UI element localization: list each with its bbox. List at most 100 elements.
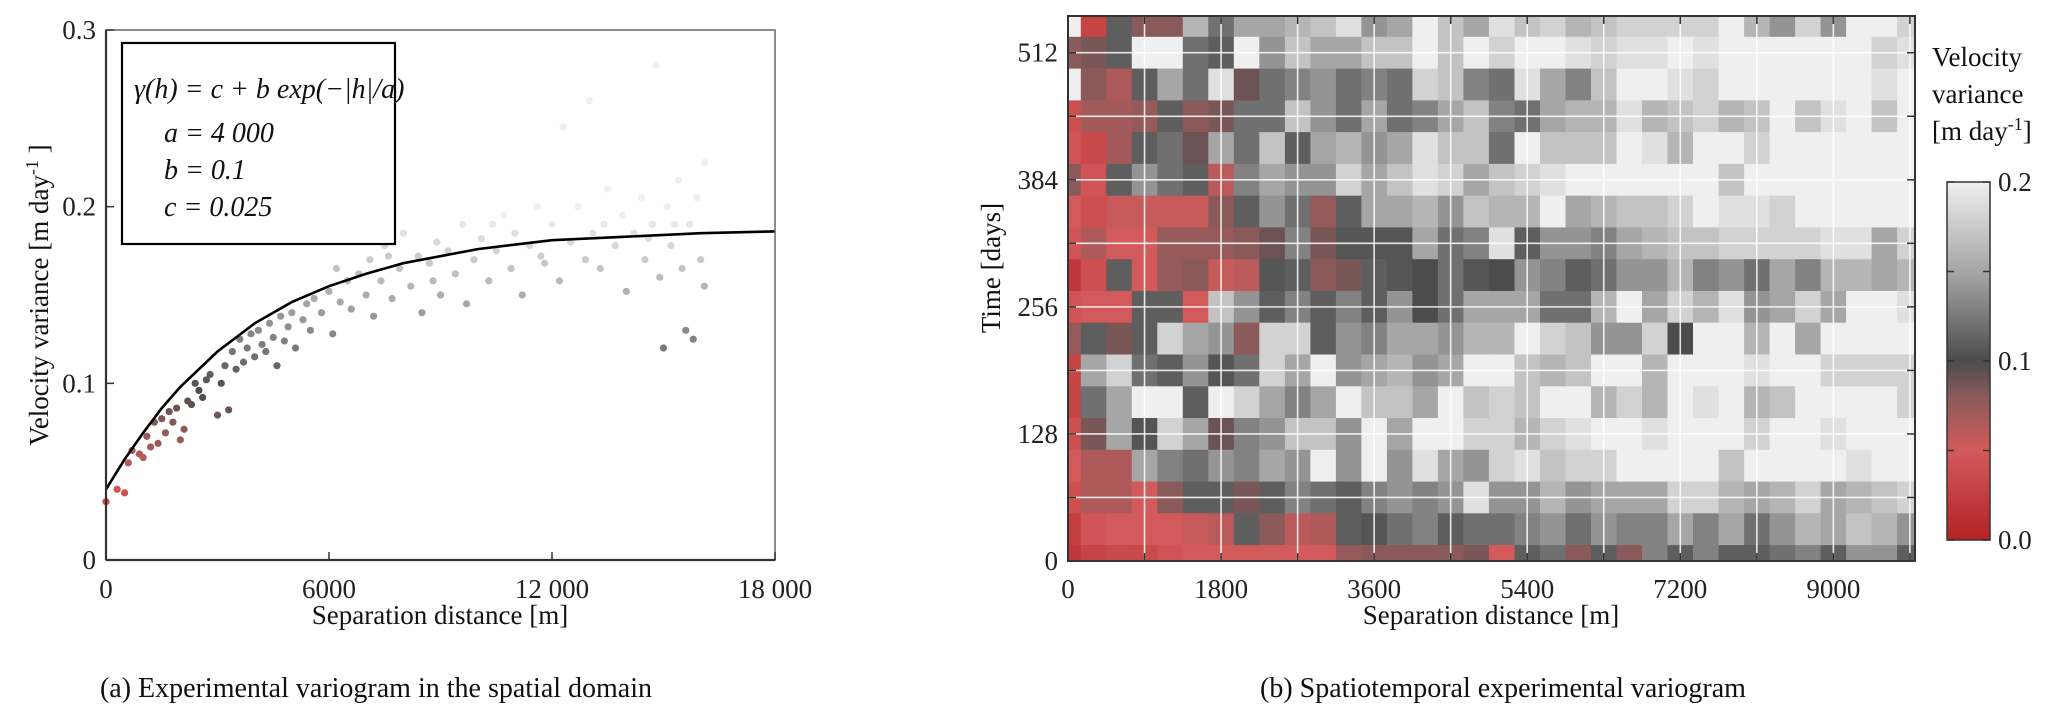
- heatmap-cell: [1769, 68, 1796, 101]
- heatmap-cell: [1412, 386, 1439, 419]
- scatter-point: [165, 408, 173, 416]
- heatmap-cell: [1259, 68, 1286, 101]
- scatter-point: [555, 277, 564, 285]
- scatter-point: [217, 379, 225, 387]
- scatter-point: [265, 319, 274, 327]
- heatmap-cell: [1106, 132, 1133, 165]
- scatter-point: [221, 362, 229, 370]
- heatmap-cell: [1106, 195, 1133, 229]
- x-tick-label: 0: [1061, 574, 1075, 604]
- heatmap-cell: [1386, 195, 1413, 229]
- heatmap-cell: [1182, 16, 1209, 38]
- scatter-point: [202, 376, 210, 384]
- heatmap-cell: [1463, 545, 1490, 561]
- heatmap-cell: [1871, 513, 1898, 546]
- y-tick-label: 0: [1045, 546, 1059, 576]
- heatmap-cell: [1846, 16, 1873, 38]
- scatter-point: [191, 379, 199, 387]
- heatmap-cell: [1080, 68, 1107, 101]
- heatmap-cell: [1335, 259, 1362, 292]
- scatter-point: [388, 294, 396, 303]
- scatter-point: [347, 305, 355, 313]
- heatmap-cell: [1565, 545, 1592, 561]
- heatmap-cell: [1642, 449, 1669, 483]
- heatmap-cell: [1642, 16, 1669, 38]
- scatter-point: [273, 362, 281, 370]
- axis-ticks-b: 0 1800 3600 5400 7200 9000 0 128 256 384 512: [1018, 16, 1915, 604]
- heatmap-cell: [1769, 449, 1796, 483]
- scatter-point: [310, 294, 318, 303]
- scatter-point: [600, 220, 608, 228]
- x-tick-label: 6000: [302, 574, 356, 604]
- heatmap-cell: [1233, 68, 1260, 101]
- scatter-point: [700, 158, 708, 167]
- heatmap-cell: [1233, 132, 1260, 165]
- scatter-point: [180, 425, 188, 433]
- scatter-point: [280, 337, 288, 345]
- heatmap-cell: [1488, 259, 1515, 292]
- heatmap-cell: [1335, 386, 1362, 419]
- heatmap-cell: [1106, 322, 1133, 356]
- heatmap-cell: [1068, 449, 1082, 483]
- scatter-point: [671, 220, 679, 228]
- colorbar-tick-label: 0.2: [1998, 167, 2032, 197]
- scatter-point: [147, 443, 155, 451]
- heatmap-cell: [1871, 132, 1898, 165]
- heatmap-cell: [1616, 16, 1643, 38]
- heatmap-cell: [1871, 386, 1898, 419]
- heatmap-cell: [1488, 545, 1515, 561]
- heatmap-cell: [1871, 195, 1898, 229]
- scatter-point: [429, 277, 437, 285]
- heatmap-cell: [1259, 513, 1286, 546]
- scatter-point: [303, 300, 311, 308]
- heatmap-cell: [1182, 68, 1209, 101]
- scatter-point: [139, 453, 147, 462]
- scatter-point: [611, 241, 619, 250]
- heatmap-cell: [1157, 513, 1184, 546]
- heatmap-cell: [1488, 16, 1515, 38]
- heatmap-cell: [1182, 449, 1209, 483]
- scatter-point: [336, 298, 344, 306]
- colorbar-tick-label: 0.0: [1998, 525, 2032, 555]
- scatter-point: [329, 330, 337, 338]
- heatmap-cell: [1412, 545, 1439, 561]
- heatmap-cell: [1718, 195, 1745, 229]
- heatmap-cell: [1693, 386, 1720, 419]
- heatmap-cell: [1310, 322, 1337, 356]
- heatmap-cell: [1642, 259, 1669, 292]
- y-tick-label: 128: [1018, 419, 1059, 449]
- heatmap-cell: [1157, 449, 1184, 483]
- heatmap-cell: [1157, 322, 1184, 356]
- scatter-point: [585, 97, 593, 105]
- scatter-point: [258, 340, 266, 349]
- heatmap-cell: [1310, 195, 1337, 229]
- heatmap-cell: [1157, 68, 1184, 101]
- scatter-point: [195, 386, 203, 394]
- heatmap-cell: [1463, 513, 1490, 546]
- heatmap-cell: [1718, 16, 1745, 38]
- model-curve: [104, 230, 776, 490]
- scatter-point: [299, 316, 307, 324]
- heatmap-cell: [1068, 16, 1082, 38]
- heatmap-cell: [1693, 195, 1720, 229]
- heatmap-cell: [1233, 16, 1260, 38]
- heatmap-cell: [1259, 16, 1286, 38]
- scatter-point: [656, 273, 664, 281]
- scatter-point: [418, 309, 426, 317]
- heatmap-cell: [1795, 449, 1822, 483]
- scatter-point: [370, 312, 378, 320]
- heatmap-cell: [1335, 16, 1362, 38]
- heatmap-cell: [1871, 16, 1898, 38]
- heatmap-cell: [1068, 132, 1082, 165]
- heatmap-cell: [1616, 545, 1643, 561]
- x-tick-label: 7200: [1653, 574, 1707, 604]
- heatmap-cell: [1157, 195, 1184, 229]
- y-tick-label: 0.2: [62, 192, 96, 222]
- heatmap-gridlines: [1068, 16, 1915, 561]
- x-tick-label: 5400: [1500, 574, 1554, 604]
- heatmap-cell: [1233, 259, 1260, 292]
- scatter-point: [325, 287, 333, 296]
- scatter-point: [288, 309, 296, 317]
- scatter-point: [332, 264, 341, 273]
- heatmap-cell: [1182, 322, 1209, 356]
